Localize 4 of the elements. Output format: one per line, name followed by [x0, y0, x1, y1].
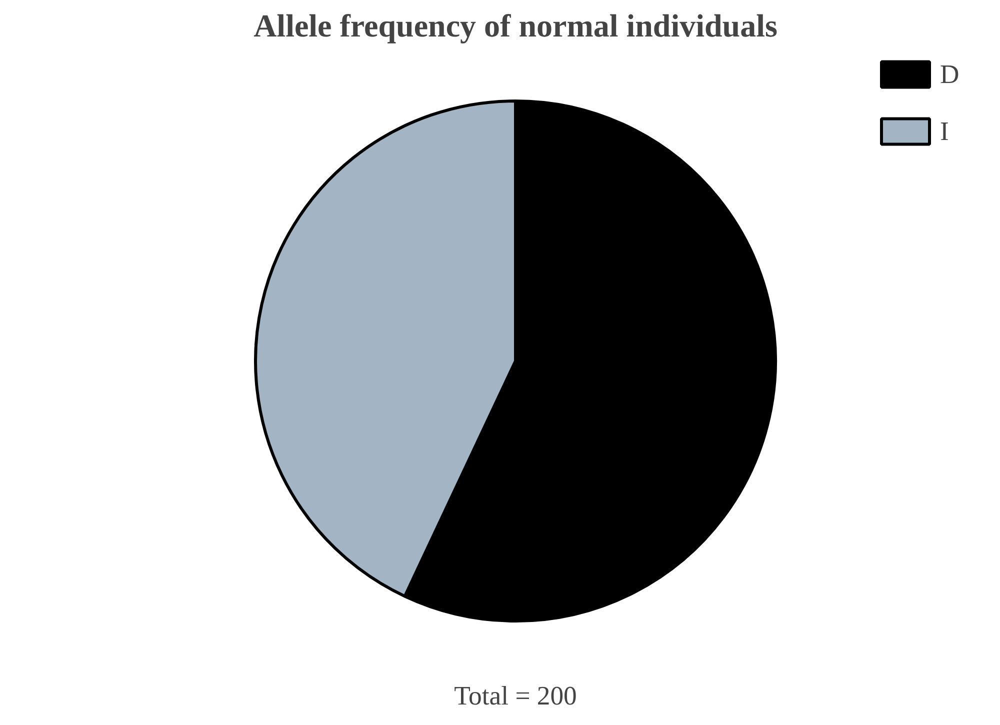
legend-label: D [940, 58, 960, 90]
chart-title: Allele frequency of normal individuals [254, 8, 778, 44]
text: Total = 200 [454, 680, 577, 710]
legend-label: I [940, 116, 950, 146]
